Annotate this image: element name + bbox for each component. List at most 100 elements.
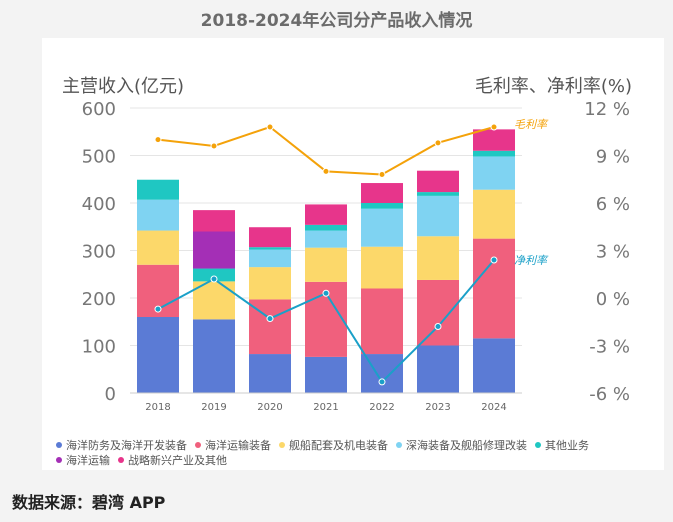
line-point [210, 275, 218, 283]
y-tick-label: 500 [82, 147, 116, 168]
bar-segment [473, 150, 515, 157]
bar-segment [193, 319, 235, 393]
legend-label: 海洋运输装备 [205, 439, 271, 452]
line-point [154, 136, 162, 144]
y-tick-label: 200 [82, 289, 116, 310]
x-tick-label: 2018 [145, 402, 170, 413]
legend-label: 海洋防务及海洋开发装备 [66, 439, 187, 452]
legend-label: 深海装备及舰船修理改装 [406, 439, 527, 452]
line-point [322, 167, 330, 175]
bar-segment [417, 192, 459, 196]
legend-swatch [118, 457, 124, 463]
line-end-label: 毛利率 [514, 118, 549, 131]
legend-label: 战略新兴产业及其他 [128, 454, 227, 467]
line-point [434, 139, 442, 147]
line-point [434, 323, 442, 330]
bar-segment [473, 338, 515, 393]
y2-tick-label: 0 % [596, 289, 630, 310]
bar-segment [249, 249, 291, 268]
legend-swatch [56, 457, 62, 463]
bar-segment [193, 268, 235, 282]
y2-tick-label: 9 % [596, 147, 630, 168]
bar-segment [137, 179, 179, 200]
bar-segment [249, 227, 291, 248]
y-tick-label: 600 [82, 99, 116, 120]
bar-segment [473, 189, 515, 239]
legend-label: 海洋运输 [66, 454, 110, 467]
bar-segment [137, 199, 179, 231]
bar-segment [249, 354, 291, 393]
bar-segment [417, 236, 459, 280]
line-series [157, 125, 495, 176]
y-tick-label: 400 [82, 194, 116, 215]
legend-item: 海洋防务及海洋开发装备 [56, 438, 187, 453]
bar-segment [361, 203, 403, 209]
x-tick-label: 2021 [313, 402, 338, 413]
bar-segment [417, 195, 459, 237]
legend-item: 舰船配套及机电装备 [279, 438, 388, 453]
bar-segment [361, 208, 403, 247]
data-source: 数据来源：碧湾 APP [12, 493, 166, 512]
legend-swatch [396, 442, 402, 448]
legend-item: 战略新兴产业及其他 [118, 453, 227, 468]
y2-tick-label: -3 % [589, 337, 630, 358]
bar-segment [137, 230, 179, 265]
bar-segment [249, 247, 291, 250]
bar-segment [305, 204, 347, 225]
y2-tick-label: 12 % [584, 99, 630, 120]
bar-segment [305, 224, 347, 231]
bar-segment [361, 183, 403, 203]
bar-segment [305, 230, 347, 248]
y-tick-label: 100 [82, 337, 116, 358]
chart-title: 2018-2024年公司分产品收入情况 [200, 11, 473, 31]
y-axis-title: 主营收入(亿元) [62, 76, 184, 97]
bar-segment [305, 356, 347, 393]
bar-segment [473, 156, 515, 190]
legend-label: 其他业务 [545, 439, 589, 452]
y2-tick-label: 3 % [596, 242, 630, 263]
x-tick-label: 2022 [369, 402, 394, 413]
y2-tick-label: -6 % [589, 384, 630, 405]
y-tick-label: 300 [82, 242, 116, 263]
x-tick-label: 2023 [425, 402, 450, 413]
bar-segment [473, 238, 515, 339]
x-tick-label: 2024 [481, 402, 506, 413]
x-tick-label: 2019 [201, 402, 226, 413]
chart: 主营收入(亿元) 毛利率、净利率(%) 0 100 200 300 400 500 600 -6 … [62, 76, 632, 413]
line-point [490, 123, 498, 131]
y2-axis-title: 毛利率、净利率(%) [475, 76, 632, 97]
legend-swatch [56, 442, 62, 448]
bar-segment [193, 210, 235, 232]
bar-segment [137, 317, 179, 393]
y2-tick-label: 6 % [596, 194, 630, 215]
legend-swatch [195, 442, 201, 448]
bar-segment [193, 231, 235, 269]
line-point [490, 256, 498, 264]
bar-segment [417, 170, 459, 193]
line-point [154, 305, 162, 313]
legend-item: 海洋运输 [56, 453, 110, 468]
bar-segment [361, 288, 403, 355]
legend-item: 海洋运输装备 [195, 438, 271, 453]
chart-panel: 主营收入(亿元) 毛利率、净利率(%) 0 100 200 300 400 500 600 -6 … [42, 38, 664, 470]
line-point [378, 171, 386, 178]
line-point [210, 142, 218, 150]
line-point [322, 289, 330, 297]
bar-segment [473, 129, 515, 151]
line-point [266, 315, 274, 323]
x-tick-label: 2020 [257, 402, 282, 413]
legend-item: 深海装备及舰船修理改装 [396, 438, 527, 453]
bar-segment [361, 246, 403, 289]
legend-item: 其他业务 [535, 438, 589, 453]
chart-legend: 海洋防务及海洋开发装备 海洋运输装备 舰船配套及机电装备 深海装备及舰船修理改装 其他业… [56, 438, 656, 468]
line-end-label: 净利率 [514, 254, 549, 267]
legend-swatch [279, 442, 285, 448]
bar-segment [417, 345, 459, 393]
bar-segment [249, 267, 291, 300]
legend-swatch [535, 442, 541, 448]
legend-label: 舰船配套及机电装备 [289, 439, 388, 452]
y-tick-label: 0 [105, 384, 116, 405]
line-point [378, 378, 386, 386]
bar-segment [305, 247, 347, 282]
bar-segment [417, 279, 459, 346]
